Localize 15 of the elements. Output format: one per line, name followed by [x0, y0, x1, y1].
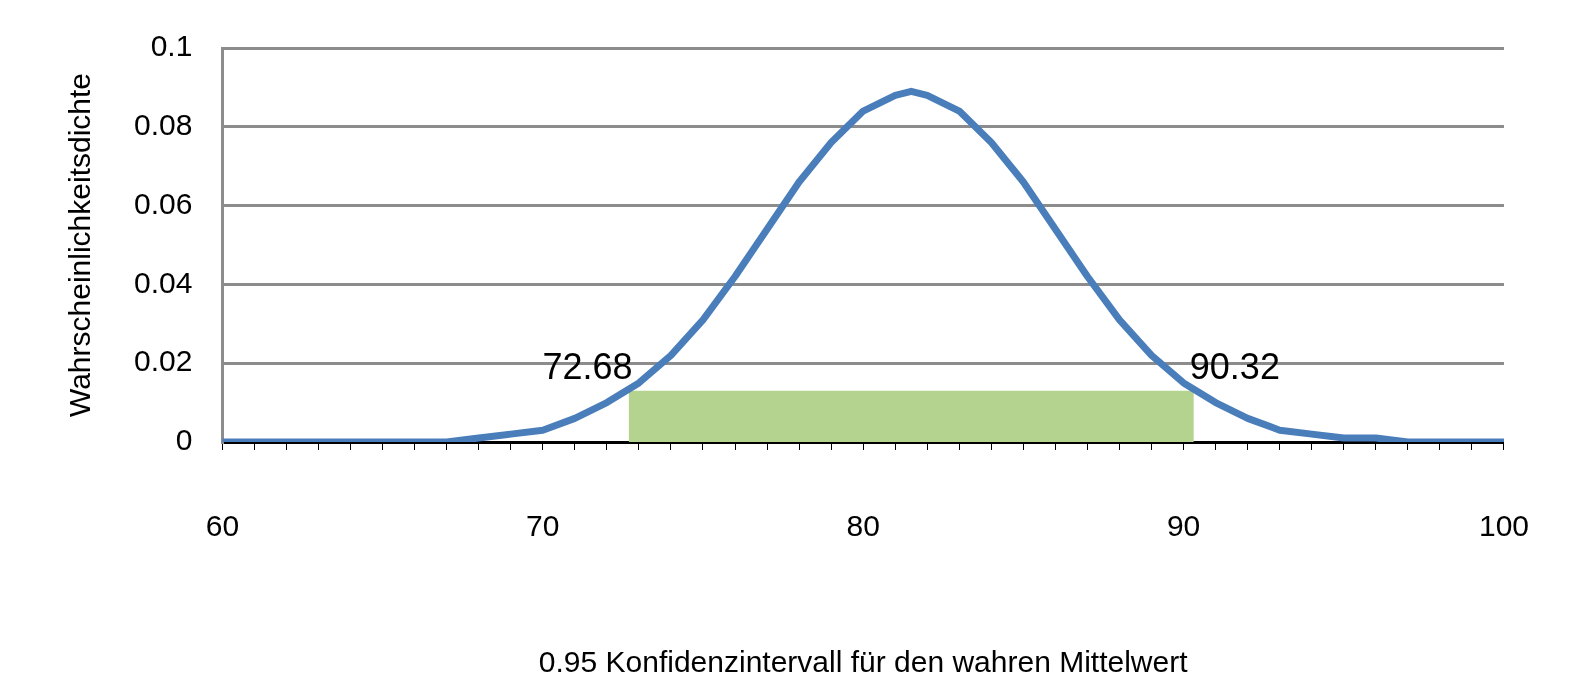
y-tick-label: 0.1 [150, 29, 193, 63]
x-axis-title: 0.95 Konfidenzintervall für den wahren Mittelwert [538, 645, 1189, 679]
y-tick-label: 0.08 [134, 108, 193, 142]
x-tick-label: 100 [1478, 509, 1529, 543]
x-tick-label: 80 [846, 509, 880, 543]
y-tick-label: 0.02 [134, 344, 193, 378]
y-tick-label: 0.06 [134, 186, 193, 220]
annotation: 72.68 [542, 345, 633, 387]
x-tick-label: 90 [1166, 509, 1201, 543]
x-tick-label: 70 [526, 509, 560, 543]
y-tick-label: 0.04 [134, 265, 193, 299]
y-axis-title: Wahrscheinlichkeitsdichte [63, 72, 97, 418]
x-tick-label: 60 [205, 509, 240, 543]
annotation: 90.32 [1189, 345, 1280, 387]
y-tick-label: 0 [175, 423, 193, 457]
